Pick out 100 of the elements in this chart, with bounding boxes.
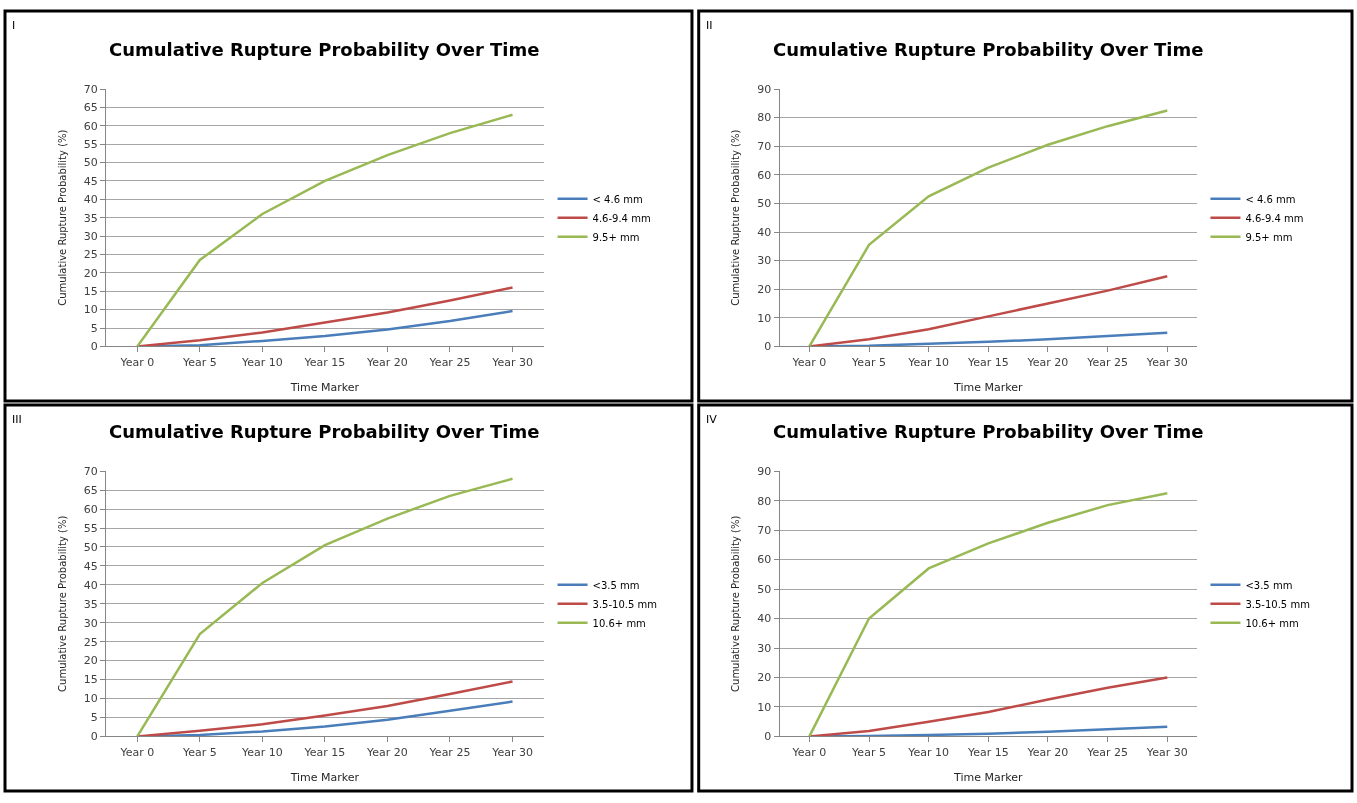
legend-label: 3.5-10.5 mm xyxy=(1245,598,1310,610)
y-axis-title: Cumulative Rupture Probability (%) xyxy=(56,129,68,306)
legend-label: 10.6+ mm xyxy=(1245,617,1299,629)
y-tick-label: 60 xyxy=(757,553,772,567)
y-tick-label: 90 xyxy=(757,465,772,479)
y-tick-label: 0 xyxy=(90,730,98,744)
y-tick-label: 65 xyxy=(83,483,98,497)
y-tick-label: 10 xyxy=(83,303,98,317)
y-tick-label: 40 xyxy=(757,225,772,239)
chart-title: Cumulative Rupture Probability Over Time xyxy=(109,39,540,60)
legend-label: 9.5+ mm xyxy=(592,231,640,243)
chart-title: Cumulative Rupture Probability Over Time xyxy=(773,421,1204,442)
x-tick-label: Year 15 xyxy=(303,745,346,759)
y-tick-label: 10 xyxy=(83,692,98,706)
chart-title: Cumulative Rupture Probability Over Time xyxy=(109,421,540,442)
y-tick-label: 50 xyxy=(757,582,772,596)
x-tick-label: Year 20 xyxy=(366,745,408,759)
line-series xyxy=(808,676,1169,737)
x-axis-title: Time Marker xyxy=(289,770,360,784)
y-tick-label: 30 xyxy=(83,616,98,630)
text: II xyxy=(706,19,713,32)
x-tick-label: Year 25 xyxy=(428,355,471,369)
y-tick-label: 25 xyxy=(83,248,98,262)
text: III xyxy=(12,413,22,426)
y-tick-label: 70 xyxy=(757,140,772,154)
y-tick-label: 40 xyxy=(83,193,98,207)
line-series xyxy=(136,113,514,347)
x-tick-label: Year 15 xyxy=(966,745,1009,759)
legend-label: < 4.6 mm xyxy=(592,193,643,205)
x-tick-label: Year 15 xyxy=(303,355,346,369)
line-series xyxy=(136,286,514,347)
y-tick-label: 35 xyxy=(83,211,98,225)
y-tick-label: 60 xyxy=(757,168,772,182)
y-tick-label: 5 xyxy=(90,711,98,725)
y-axis-title: Cumulative Rupture Probability (%) xyxy=(56,515,68,692)
y-axis-title: Cumulative Rupture Probability (%) xyxy=(730,129,742,306)
x-tick-label: Year 15 xyxy=(966,355,1009,369)
x-tick-label: Year 5 xyxy=(181,745,217,759)
y-tick-label: 50 xyxy=(83,540,98,554)
legend-label: <3.5 mm xyxy=(1245,579,1293,591)
y-tick-label: 30 xyxy=(757,254,772,268)
y-tick-label: 10 xyxy=(757,311,772,325)
x-tick-label: Year 5 xyxy=(851,745,886,759)
y-tick-label: 90 xyxy=(757,82,772,96)
y-tick-label: 60 xyxy=(83,119,98,133)
line-series xyxy=(808,275,1169,347)
legend-label: 4.6-9.4 mm xyxy=(1245,212,1304,224)
y-tick-label: 55 xyxy=(83,138,98,152)
y-tick-label: 40 xyxy=(757,612,772,626)
x-axis-title: Time Marker xyxy=(289,380,360,394)
y-tick-label: 20 xyxy=(757,283,772,297)
y-tick-label: 20 xyxy=(757,671,772,685)
x-tick-label: Year 10 xyxy=(907,745,950,759)
y-tick-label: 0 xyxy=(764,730,772,744)
y-tick-label: 30 xyxy=(83,229,98,243)
x-tick-label: Year 30 xyxy=(1145,745,1188,759)
x-tick-label: Year 25 xyxy=(1086,355,1129,369)
x-tick-label: Year 5 xyxy=(851,355,886,369)
y-tick-label: 70 xyxy=(757,523,772,537)
x-tick-label: Year 0 xyxy=(791,355,827,369)
y-tick-label: 30 xyxy=(757,641,772,655)
line-series xyxy=(808,109,1169,347)
y-tick-label: 45 xyxy=(83,559,98,573)
y-tick-label: 60 xyxy=(83,502,98,516)
y-tick-label: 70 xyxy=(83,465,98,479)
y-tick-label: 40 xyxy=(83,578,98,592)
x-axis-title: Time Marker xyxy=(953,380,1023,394)
x-tick-label: Year 25 xyxy=(1086,745,1129,759)
x-tick-label: Year 20 xyxy=(1026,745,1069,759)
y-tick-label: 80 xyxy=(757,494,772,508)
x-tick-label: Year 30 xyxy=(491,355,533,369)
legend-label: 10.6+ mm xyxy=(592,617,646,629)
y-tick-label: 0 xyxy=(90,340,98,354)
x-tick-label: Year 10 xyxy=(240,745,283,759)
legend-label: <3.5 mm xyxy=(592,579,640,591)
x-tick-label: Year 10 xyxy=(240,355,283,369)
y-tick-label: 80 xyxy=(757,111,772,125)
y-tick-label: 45 xyxy=(83,174,98,188)
y-tick-label: 20 xyxy=(83,654,98,668)
line-series xyxy=(808,492,1169,737)
line-series xyxy=(136,477,514,737)
x-tick-label: Year 20 xyxy=(1026,355,1069,369)
y-tick-label: 50 xyxy=(757,197,772,211)
x-tick-label: Year 0 xyxy=(119,355,155,369)
text: I xyxy=(12,19,16,32)
x-tick-label: Year 20 xyxy=(366,355,408,369)
x-tick-label: Year 25 xyxy=(428,745,471,759)
y-tick-label: 0 xyxy=(764,340,772,354)
x-tick-label: Year 5 xyxy=(181,355,217,369)
y-tick-label: 15 xyxy=(83,285,98,299)
y-tick-label: 25 xyxy=(83,635,98,649)
y-tick-label: 10 xyxy=(757,700,772,714)
line-series xyxy=(136,680,514,737)
text: IV xyxy=(706,413,718,426)
y-tick-label: 35 xyxy=(83,597,98,611)
y-axis-title: Cumulative Rupture Probability (%) xyxy=(730,515,742,692)
legend-label: < 4.6 mm xyxy=(1245,193,1296,205)
x-tick-label: Year 10 xyxy=(907,355,950,369)
legend-label: 9.5+ mm xyxy=(1245,231,1293,243)
y-tick-label: 55 xyxy=(83,521,98,535)
